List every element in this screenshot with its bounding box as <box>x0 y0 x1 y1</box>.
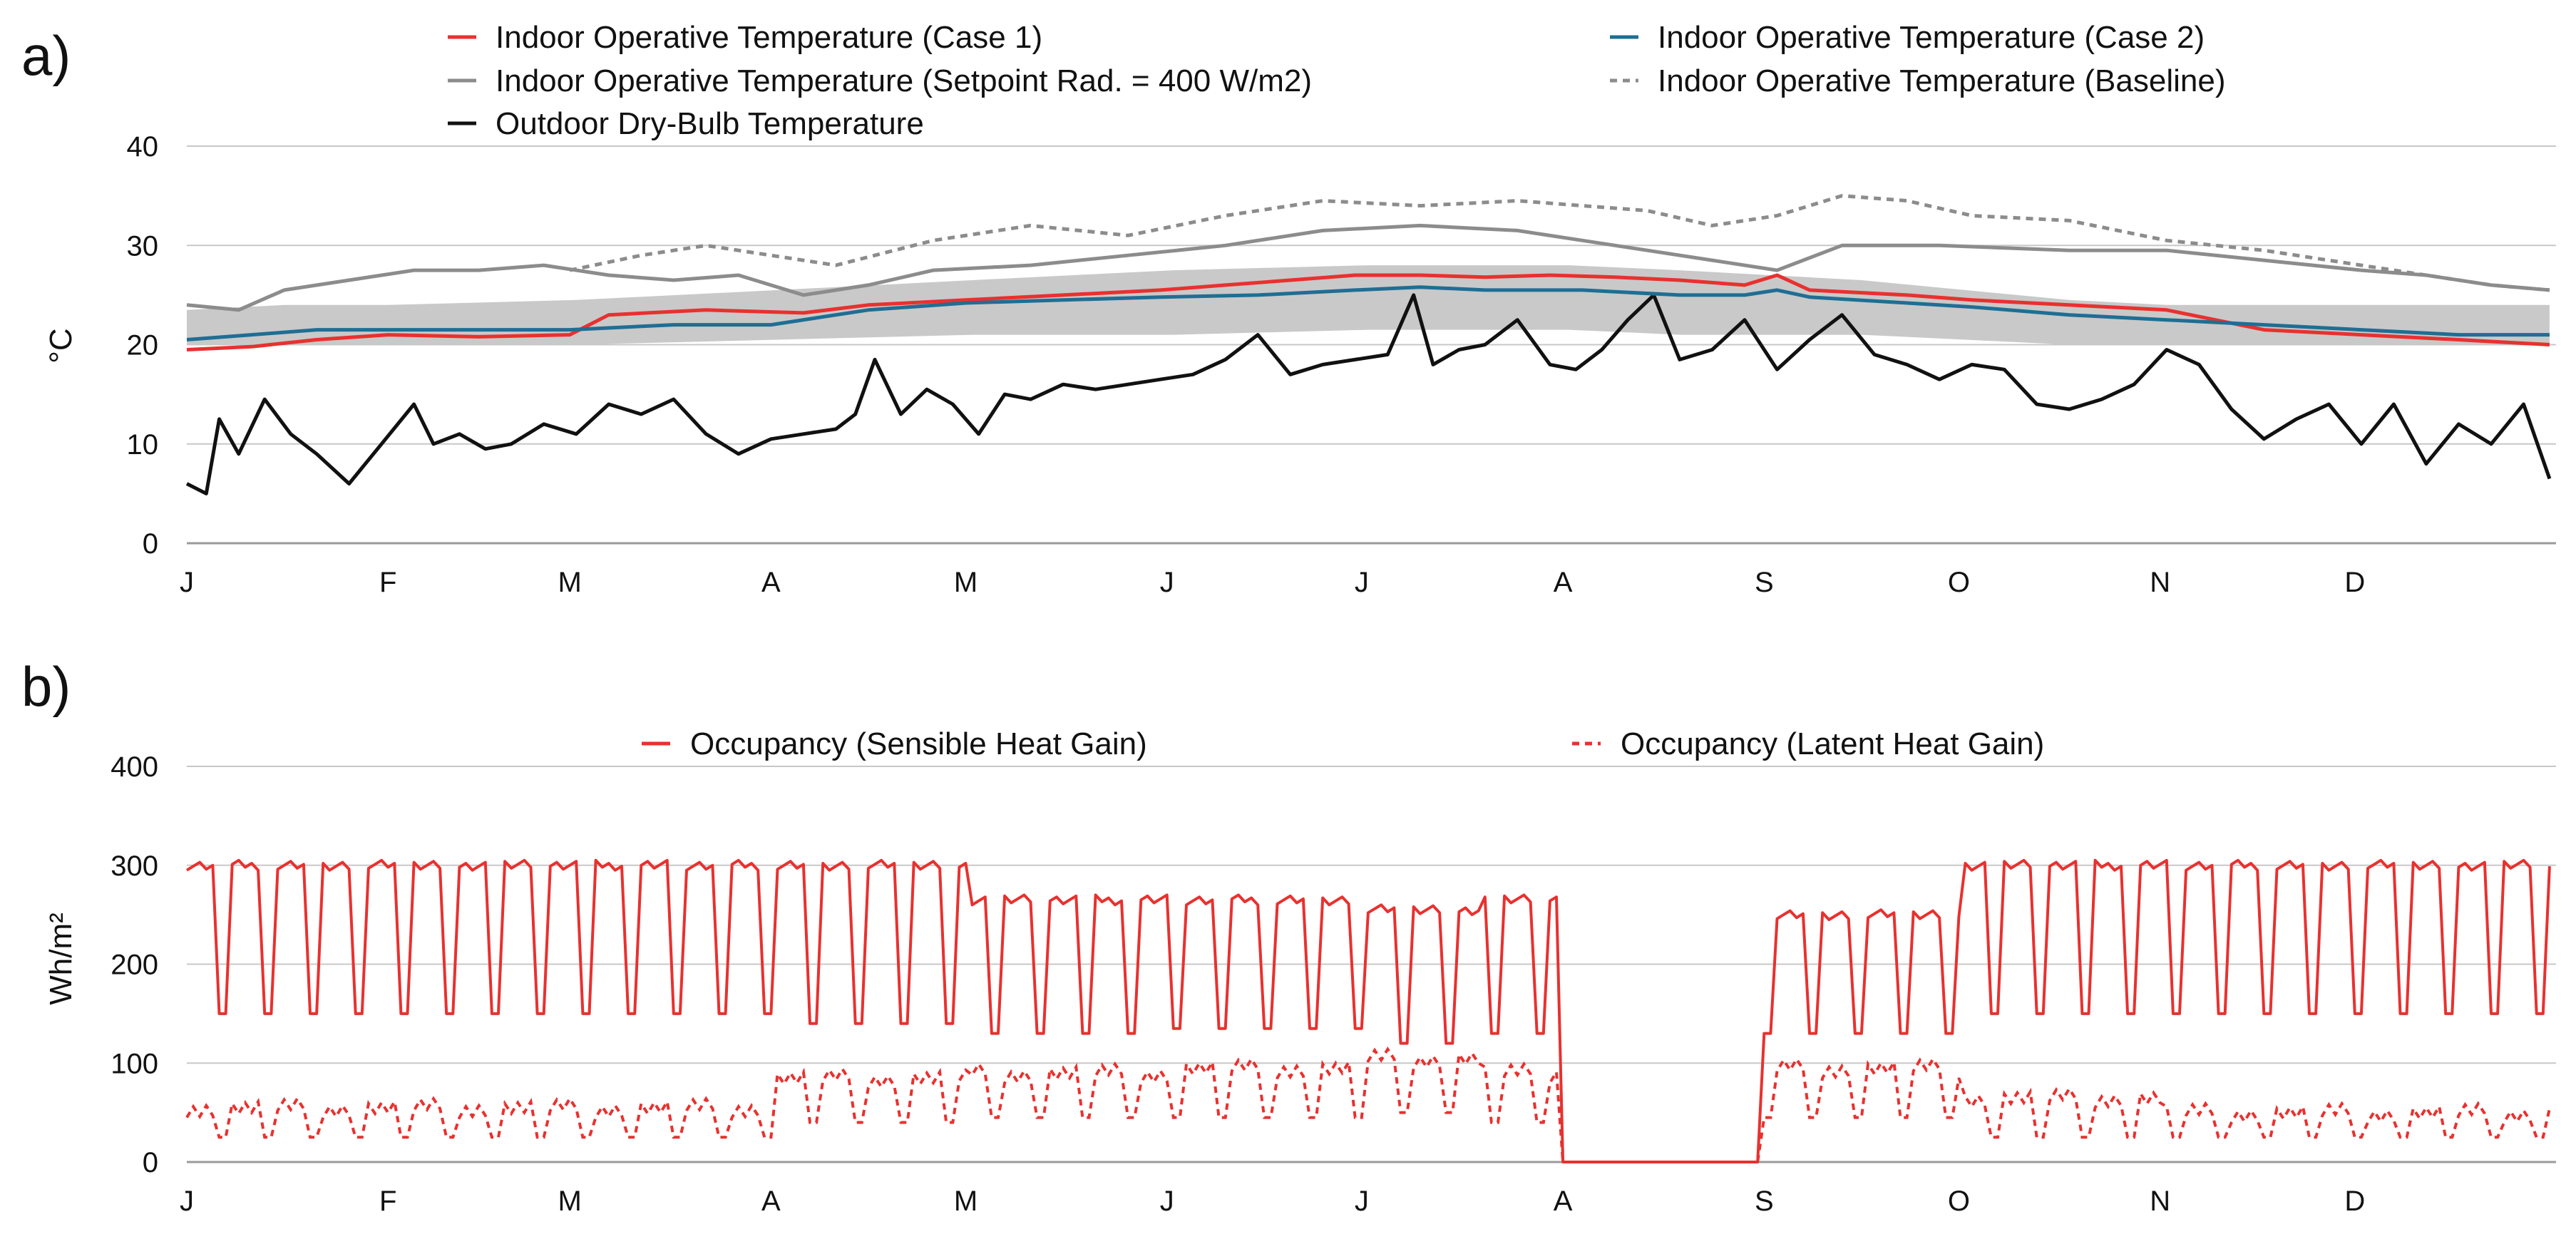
panel-a-y-tick-label: 20 <box>127 330 159 361</box>
panel-b-x-tick-label: F <box>379 1186 396 1217</box>
panel-a-x-tick-label: J <box>180 567 194 598</box>
panel-b-legend: Occupancy (Sensible Heat Gain) Occupancy… <box>642 726 2044 761</box>
panel-b-y-tick-label: 300 <box>111 850 158 882</box>
panel-a-x-tick-label: S <box>1755 567 1774 598</box>
panel-b-y-tick-label: 200 <box>111 950 158 981</box>
panel-b-x-tick-label: S <box>1755 1186 1774 1217</box>
panel-a-x-tick-label: A <box>1554 567 1573 598</box>
setpoint-temperature-line <box>186 223 2550 312</box>
panel-b-label: b) <box>21 655 71 718</box>
legend-label-setpoint: Indoor Operative Temperature (Setpoint R… <box>496 63 1312 98</box>
panel-b-x-tick-label: O <box>1948 1186 1970 1217</box>
legend-label-sensible: Occupancy (Sensible Heat Gain) <box>690 726 1147 761</box>
panel-b-x-tick-label: M <box>954 1186 977 1217</box>
panel-a-legend: Indoor Operative Temperature (Case 1) In… <box>448 20 2226 141</box>
panel-b-y-title: Wh/m² <box>43 913 78 1005</box>
sensible-heat-gain-line <box>185 858 2551 1163</box>
panel-a-x-tick-label: A <box>761 567 781 598</box>
panel-a-x-tick-label: O <box>1948 567 1970 598</box>
case1-temperature-line <box>186 273 2550 351</box>
panel-b-x-tick-label: N <box>2150 1186 2170 1217</box>
panel-a-x-tick-label: J <box>1160 567 1174 598</box>
panel-a: a) Indoor Operative Temperature (Case 1)… <box>21 20 2556 598</box>
baseline-temperature-line <box>569 194 2550 292</box>
panel-b-series <box>185 858 2551 1163</box>
panel-a-y-tick-label: 0 <box>143 528 158 560</box>
panel-a-comfort-band <box>187 265 2550 345</box>
panel-b-x-tick-label: A <box>1554 1186 1573 1217</box>
panel-a-grid <box>187 145 2556 545</box>
panel-a-y-tick-label: 10 <box>127 429 159 461</box>
legend-label-outdoor: Outdoor Dry-Bulb Temperature <box>496 106 924 141</box>
panel-a-y-title: °C <box>43 328 78 363</box>
legend-label-case1: Indoor Operative Temperature (Case 1) <box>496 20 1042 55</box>
comfort-band-area <box>187 265 2550 345</box>
panel-b-x-tick-label: A <box>761 1186 781 1217</box>
panel-a-label: a) <box>21 24 71 87</box>
panel-a-x-tick-label: M <box>954 567 977 598</box>
panel-a-y-tick-label: 40 <box>127 131 159 163</box>
latent-heat-gain-line <box>185 1047 2551 1163</box>
panel-a-x-tick-label: N <box>2150 567 2170 598</box>
panel-b-x-tick-label: M <box>558 1186 581 1217</box>
panel-b-y-tick-label: 100 <box>111 1048 158 1079</box>
panel-b: b) Occupancy (Sensible Heat Gain) Occupa… <box>21 655 2556 1217</box>
panel-b-grid <box>187 766 2556 1163</box>
legend-label-baseline: Indoor Operative Temperature (Baseline) <box>1658 63 2226 98</box>
panel-a-x-tick-label: D <box>2344 567 2365 598</box>
legend-label-case2: Indoor Operative Temperature (Case 2) <box>1658 20 2205 55</box>
panel-a-y-tick-label: 30 <box>127 230 159 262</box>
panel-b-x-tick-label: J <box>180 1186 194 1217</box>
panel-b-y-tick-label: 400 <box>111 751 158 783</box>
case2-temperature-line <box>186 285 2550 341</box>
panel-b-x-tick-label: J <box>1160 1186 1174 1217</box>
legend-label-latent: Occupancy (Latent Heat Gain) <box>1621 726 2044 761</box>
panel-b-y-tick-label: 0 <box>143 1147 158 1178</box>
panel-a-x-tick-label: F <box>379 567 396 598</box>
panel-b-y-ticks: 0 100 200 300 400 <box>111 751 158 1178</box>
panel-a-x-tick-label: M <box>558 567 581 598</box>
outdoor-temperature-line <box>185 293 2552 495</box>
panel-a-y-ticks: 0 10 20 30 40 <box>127 131 159 560</box>
panel-b-x-tick-label: D <box>2344 1186 2365 1217</box>
panel-a-series <box>185 194 2552 495</box>
panel-b-x-tick-label: J <box>1355 1186 1369 1217</box>
panel-a-x-tick-label: J <box>1355 567 1369 598</box>
